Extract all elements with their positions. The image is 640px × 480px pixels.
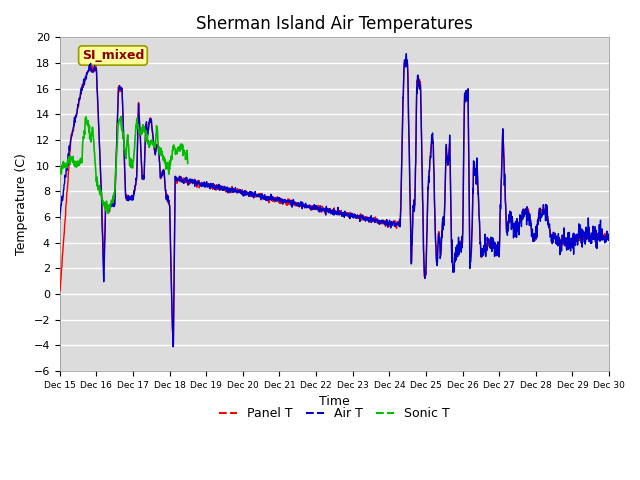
Legend: Panel T, Air T, Sonic T: Panel T, Air T, Sonic T bbox=[214, 402, 455, 425]
Y-axis label: Temperature (C): Temperature (C) bbox=[15, 153, 28, 255]
X-axis label: Time: Time bbox=[319, 396, 350, 408]
Title: Sherman Island Air Temperatures: Sherman Island Air Temperatures bbox=[196, 15, 473, 33]
Text: SI_mixed: SI_mixed bbox=[82, 49, 144, 62]
